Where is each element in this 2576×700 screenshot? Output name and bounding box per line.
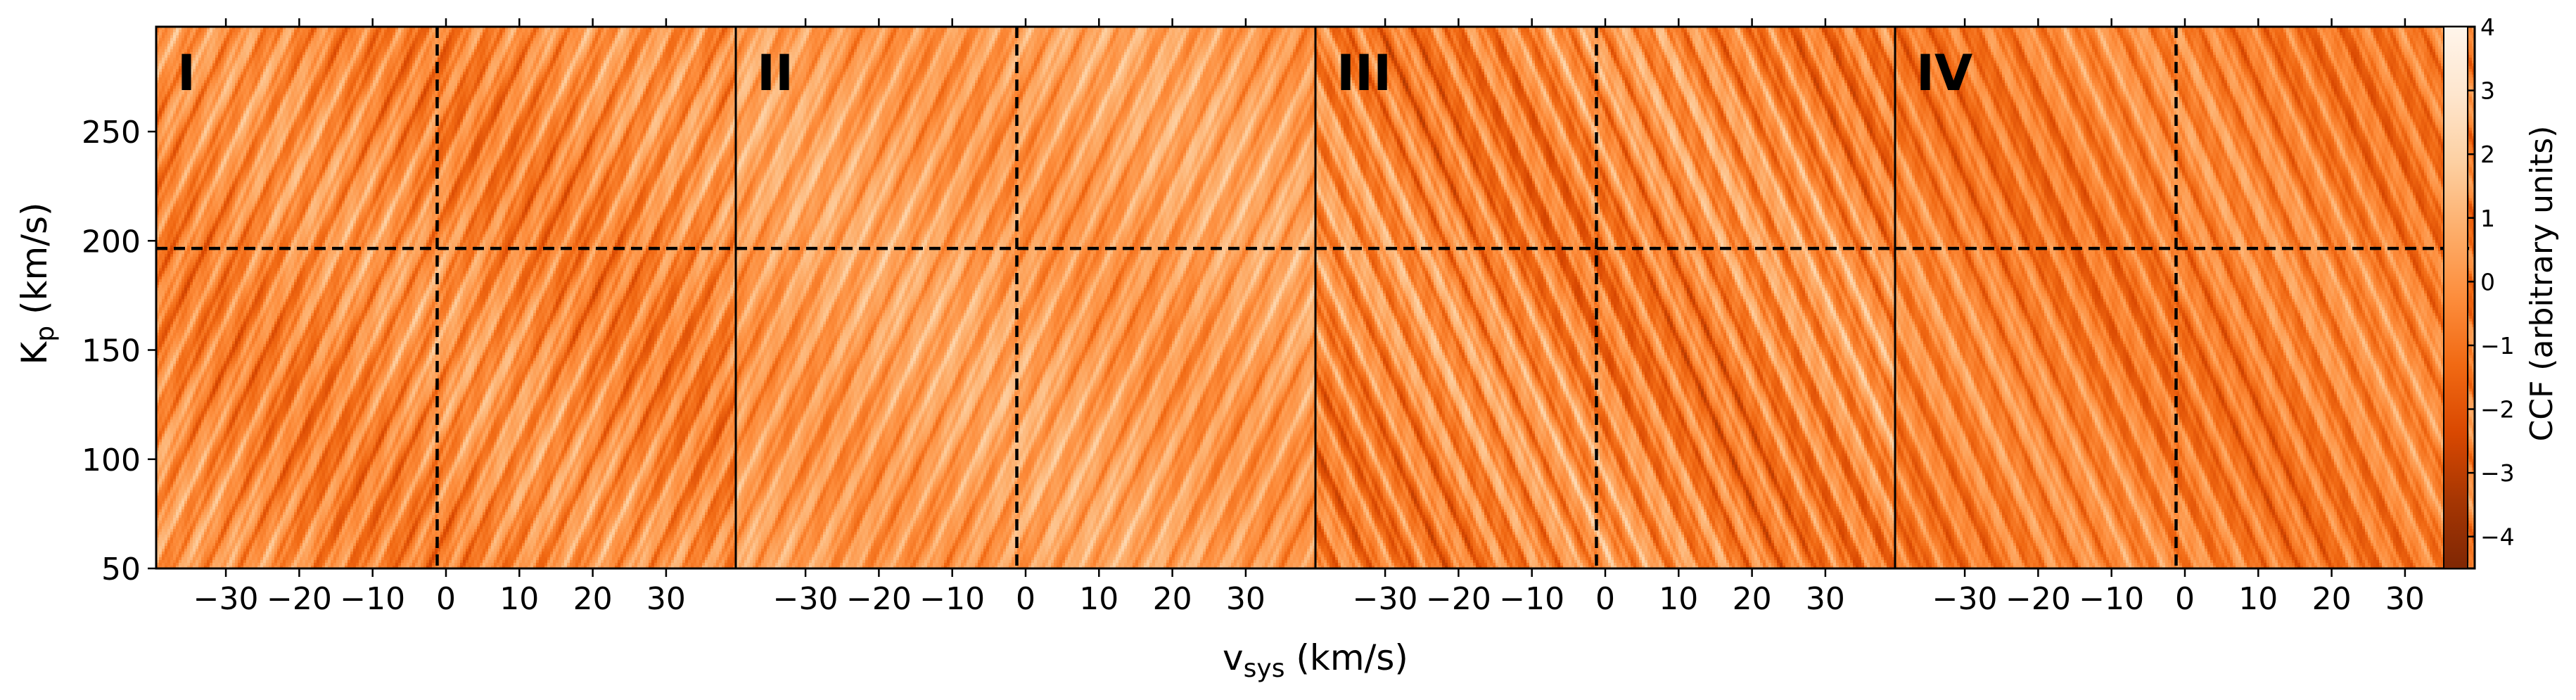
colorbar-tick-label: 3 bbox=[2480, 77, 2495, 105]
x-tick-label: −30 bbox=[1353, 581, 1418, 617]
axis-titles: vsys (km/s) Kp (km/s) bbox=[14, 202, 1408, 683]
x-tick-label: 10 bbox=[499, 581, 539, 617]
x-tick-label: −10 bbox=[2079, 581, 2144, 617]
x-tick-label: 30 bbox=[646, 581, 686, 617]
heatmap-image-III bbox=[1315, 27, 1895, 568]
x-tick-label: 10 bbox=[1659, 581, 1698, 617]
colorbar-tick-label: 2 bbox=[2480, 141, 2495, 168]
x-tick-label: −30 bbox=[1932, 581, 1998, 617]
x-tick-label: −20 bbox=[846, 581, 912, 617]
x-tick-label: 20 bbox=[2312, 581, 2352, 617]
panel-II: −30 −20 −10 0 10 20 30 II bbox=[734, 18, 1317, 617]
heatmap-image-IV bbox=[1895, 27, 2475, 568]
x-tick-label: 10 bbox=[1079, 581, 1118, 617]
colorbar-gradient bbox=[2443, 26, 2468, 569]
x-tick-label: −20 bbox=[2006, 581, 2071, 617]
colorbar: CCF (arbitrary units) 4 3 2 1 0 −1 −2 −3 −4 bbox=[2443, 13, 2560, 569]
panel-label: I bbox=[177, 44, 196, 102]
colorbar-tick-label: −1 bbox=[2480, 332, 2515, 359]
x-tick-label: 10 bbox=[2238, 581, 2278, 617]
heatmap-image-II bbox=[736, 27, 1315, 568]
x-tick-label: 30 bbox=[1806, 581, 1845, 617]
y-tick-label: 200 bbox=[82, 224, 141, 260]
panel-III: −30 −20 −10 0 10 20 30 III bbox=[1314, 18, 1896, 617]
x-tick-label: 0 bbox=[1595, 581, 1615, 617]
colorbar-tick-label: 0 bbox=[2480, 268, 2495, 295]
colorbar-tick-label: 1 bbox=[2480, 205, 2495, 232]
x-tick-label: 30 bbox=[1226, 581, 1265, 617]
x-tick-label: 20 bbox=[573, 581, 613, 617]
x-tick-label: −10 bbox=[919, 581, 985, 617]
heatmap-image-I bbox=[156, 27, 736, 568]
x-axis-title: vsys (km/s) bbox=[1223, 637, 1408, 683]
x-tick-label: 20 bbox=[1733, 581, 1772, 617]
colorbar-tick-label: −4 bbox=[2480, 523, 2515, 551]
x-tick-label: −10 bbox=[1499, 581, 1564, 617]
panel-IV: −30 −20 −10 0 10 20 30 IV bbox=[1894, 18, 2476, 617]
x-tick-label: −20 bbox=[267, 581, 332, 617]
y-tick-label: 250 bbox=[82, 115, 141, 151]
y-tick-label: 100 bbox=[82, 443, 141, 478]
x-tick-label: 0 bbox=[2175, 581, 2195, 617]
x-tick-label: −30 bbox=[773, 581, 839, 617]
y-axis-title: Kp (km/s) bbox=[14, 202, 60, 364]
y-tick-label: 150 bbox=[82, 333, 141, 369]
colorbar-tick-label: 4 bbox=[2480, 13, 2495, 41]
panel-I: −30 −20 −10 0 10 20 30 50 100 150 200 250 I bbox=[82, 18, 737, 617]
x-tick-label: 20 bbox=[1153, 581, 1192, 617]
colorbar-title: CCF (arbitrary units) bbox=[2524, 126, 2560, 442]
x-tick-label: −30 bbox=[193, 581, 259, 617]
x-tick-label: −20 bbox=[1426, 581, 1491, 617]
colorbar-tick-label: −3 bbox=[2480, 459, 2515, 487]
x-tick-label: 0 bbox=[1016, 581, 1035, 617]
panel-label: IV bbox=[1916, 44, 1972, 102]
x-tick-label: 0 bbox=[436, 581, 456, 617]
y-tick-label: 50 bbox=[101, 552, 141, 587]
x-tick-label: 30 bbox=[2385, 581, 2425, 617]
colorbar-tick-label: −2 bbox=[2480, 396, 2515, 424]
x-tick-label: −10 bbox=[340, 581, 405, 617]
panel-label: III bbox=[1337, 44, 1391, 102]
panel-label: II bbox=[757, 44, 793, 102]
